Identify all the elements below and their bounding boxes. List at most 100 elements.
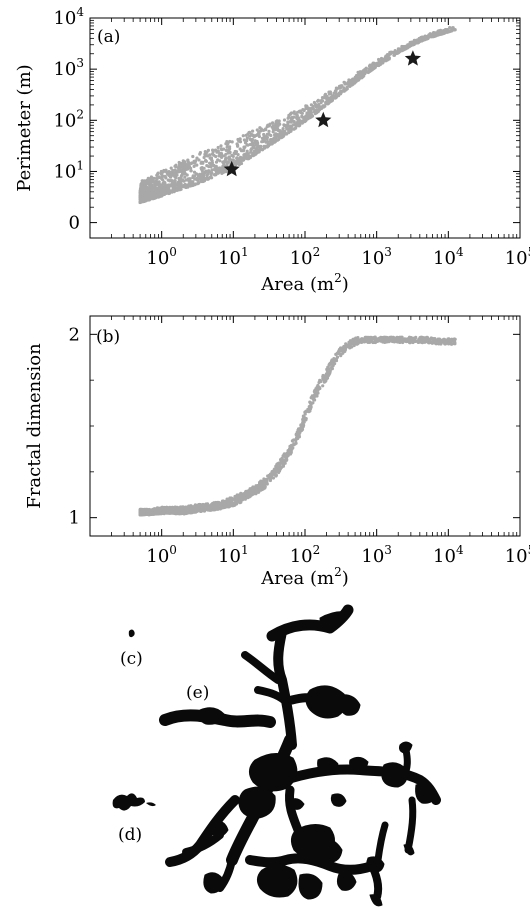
- panel-b-data-point: [408, 341, 412, 345]
- panel-b-data-point: [313, 393, 318, 397]
- panel-a-axes-frame: [89, 17, 521, 239]
- panel-a-data-point: [262, 138, 266, 142]
- panel-a-data-point: [168, 179, 172, 183]
- panel-b-data-point: [331, 364, 335, 368]
- panel-b-data-point: [221, 503, 225, 507]
- panel-a-data-point: [272, 140, 276, 144]
- panel-b-data-point: [239, 500, 243, 504]
- panel-a-data-point: [156, 187, 160, 191]
- panel-a-data-point: [378, 62, 382, 66]
- panel-b-data-point: [179, 506, 183, 510]
- panel-a-data-point: [284, 132, 288, 136]
- panel-a-data-point: [151, 196, 155, 200]
- panel-a-data-point: [238, 140, 243, 144]
- panel-a-data-point: [227, 157, 231, 161]
- panel-a-data-point: [183, 182, 187, 187]
- panel-a-data-point: [225, 142, 229, 147]
- panel-a-data-point: [191, 175, 195, 180]
- panel-a-data-point: [177, 164, 181, 168]
- panel-a-y-tick-label: 104: [53, 5, 84, 29]
- panel-a-data-point: [287, 113, 291, 117]
- panel-a-data-point: [194, 182, 198, 186]
- panel-a-data-point: [431, 33, 435, 37]
- panel-a-data-point: [138, 190, 142, 194]
- panel-b-data-point: [451, 338, 455, 342]
- panel-a-data-point: [209, 157, 213, 162]
- panel-b-data-point: [233, 494, 237, 499]
- panel-b-data-point: [288, 452, 293, 456]
- panel-a-data-point: [438, 32, 442, 36]
- panel-b-data-point: [334, 352, 338, 356]
- panel-a-data-point: [211, 163, 215, 167]
- panel-b-data-point: [213, 504, 217, 508]
- panel-b-y-axis-label: Fractal dimension: [24, 343, 45, 509]
- panel-b-data-point: [161, 508, 165, 512]
- panel-a-data-point: [205, 173, 209, 177]
- panel-b-data-point: [309, 403, 313, 407]
- panel-b-data-point: [190, 509, 194, 513]
- panel-a-data-point: [294, 123, 298, 127]
- panel-a-data-point: [169, 166, 173, 170]
- panel-a-data-point: [312, 100, 316, 105]
- panel-a-data-point: [299, 120, 304, 125]
- panel-a-data-point: [395, 50, 399, 55]
- panel-a-data-point: [200, 169, 204, 173]
- panel-a-data-point: [300, 111, 304, 115]
- panel-a-data-point: [246, 157, 250, 161]
- panel-a-data-point: [355, 73, 359, 78]
- panel-a-data-point: [163, 182, 167, 186]
- panel-a-data-point: [258, 146, 262, 150]
- panel-b-data-point: [308, 409, 312, 413]
- panel-a-data-point: [303, 119, 307, 123]
- panel-a-data-point: [404, 47, 408, 51]
- panel-a-data-point: [266, 123, 270, 127]
- panel-b-data-point: [259, 479, 263, 483]
- panel-b-data-point: [149, 510, 153, 514]
- panel-b-data-point: [262, 483, 266, 487]
- panel-a-data-point: [242, 153, 246, 157]
- panel-b-data-point: [422, 338, 426, 343]
- panel-b-data-point: [355, 342, 359, 346]
- panel-b-data-point: [227, 502, 231, 506]
- panel-b-axes-frame: [89, 315, 521, 537]
- panel-a-data-point: [270, 142, 274, 146]
- panel-a-data-point: [363, 71, 367, 75]
- panel-a-x-axis-label: Area (m2): [260, 271, 348, 295]
- panel-b-data-point: [191, 505, 195, 509]
- panel-a-data-point: [265, 145, 269, 149]
- panel-b-data-point: [396, 336, 400, 340]
- panel-a-data-point: [421, 38, 425, 42]
- panel-b-x-axis-label: Area (m2): [260, 565, 348, 589]
- panel-a-data-point: [273, 126, 277, 130]
- panel-b-data-point: [326, 366, 330, 370]
- panel-b-data-point: [160, 511, 164, 516]
- panel-a-data-point: [357, 78, 361, 82]
- panel-a-data-point: [186, 158, 190, 162]
- panel-b-data-point: [335, 355, 340, 359]
- panel-a-data-point: [156, 191, 160, 195]
- panel-b-data-point: [342, 350, 346, 354]
- panel-b-data-point: [375, 337, 379, 341]
- panel-b-data-point: [384, 335, 388, 339]
- panel-b-data-point: [261, 487, 265, 491]
- panel-a-data-point: [322, 105, 326, 109]
- panel-b-data-point: [330, 359, 335, 363]
- panel-b-data-point: [196, 506, 200, 511]
- panel-a-data-point: [216, 145, 220, 150]
- panel-b-data-point: [354, 336, 358, 340]
- panel-b-data-point: [268, 473, 272, 477]
- panel-a-x-tick-label: 104: [433, 245, 464, 269]
- panel-a-data-point: [297, 109, 301, 113]
- panel-a-data-point: [210, 176, 214, 180]
- panel-a-data-point: [306, 106, 310, 110]
- panel-b-data-point: [284, 453, 288, 457]
- panel-b-data-point: [321, 384, 325, 388]
- panel-a-data-point: [329, 98, 334, 102]
- panel-a-data-point: [233, 149, 237, 154]
- panel-b-data-point: [363, 335, 367, 339]
- panel-a-data-point: [180, 171, 185, 175]
- panel-b-data-point: [398, 338, 402, 342]
- panel-a-data-point: [165, 171, 169, 175]
- panel-a-data-point: [309, 115, 313, 119]
- panel-a-data-point: [223, 157, 228, 161]
